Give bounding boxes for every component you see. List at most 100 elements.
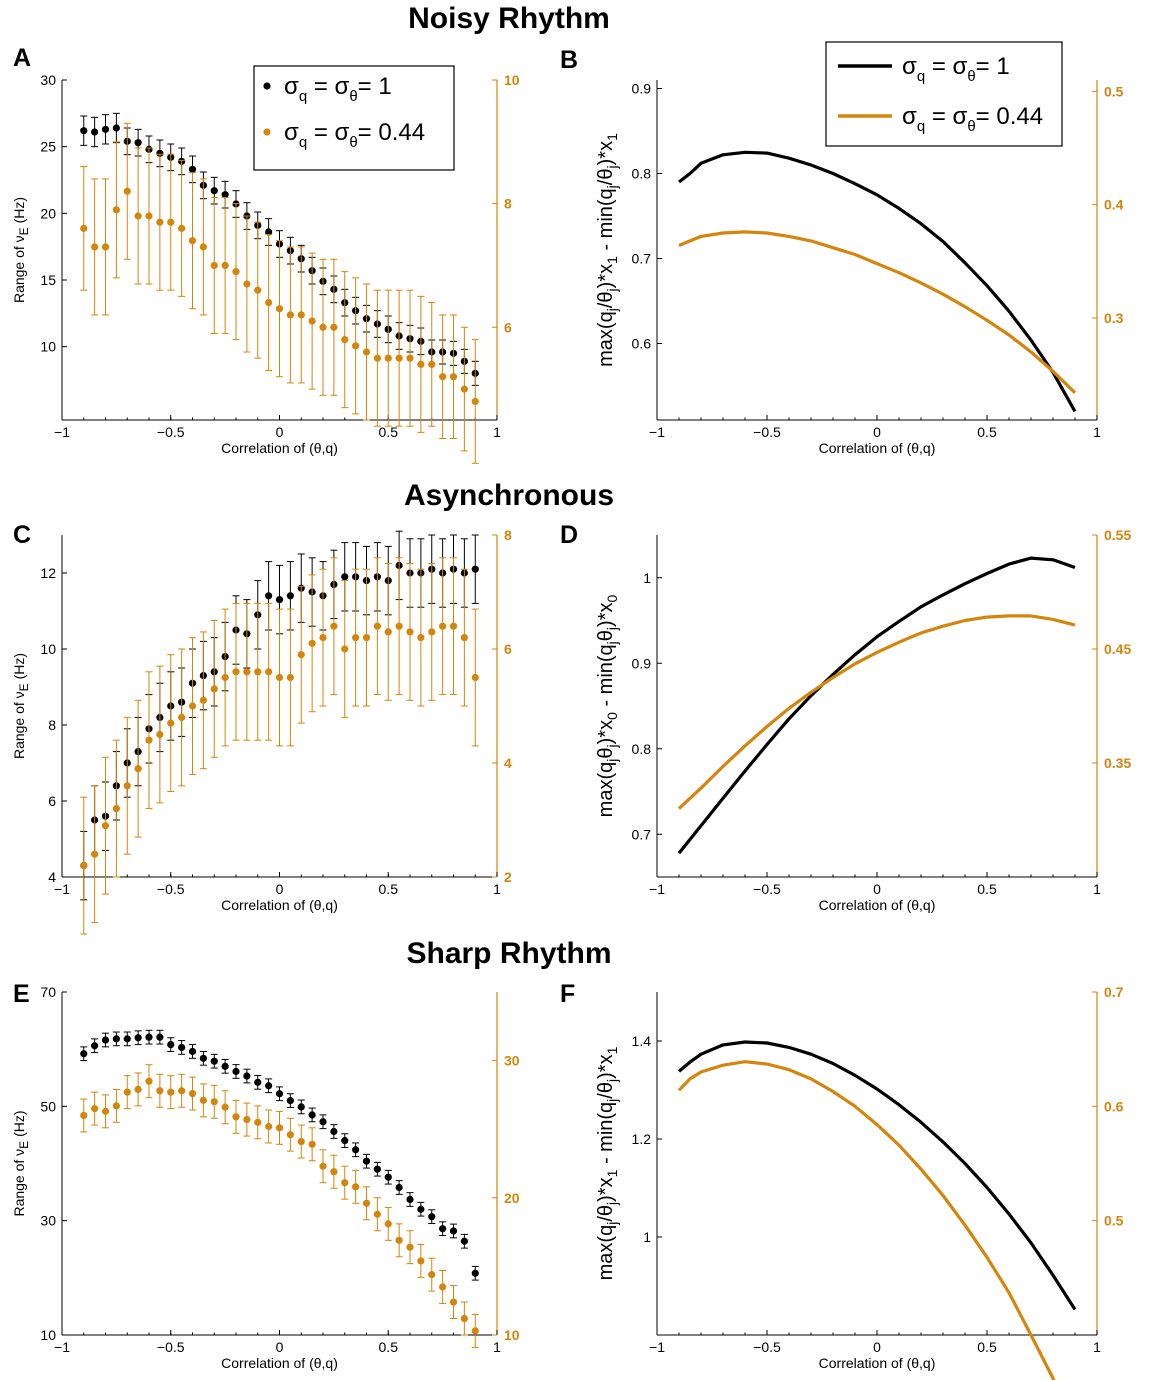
y-tick-label: 50 (40, 1098, 56, 1114)
section-title-async: Asynchronous (404, 479, 614, 512)
x-tick-label: 0.5 (379, 424, 399, 440)
data-point (210, 685, 218, 693)
data-point (254, 286, 262, 294)
x-axis-label: Correlation of (θ,q) (221, 1355, 338, 1371)
data-point (373, 1165, 381, 1173)
data-point (265, 1122, 273, 1131)
data-point (352, 342, 360, 350)
x-tick-label: −0.5 (753, 881, 781, 897)
data-point (330, 1127, 338, 1136)
data-point (188, 702, 197, 710)
x-tick-label: 0 (873, 1339, 881, 1355)
x-tick-label: 1 (493, 881, 501, 897)
x-tick-label: −0.5 (753, 424, 781, 440)
data-point (167, 1088, 175, 1096)
data-point (101, 1036, 110, 1044)
data-point (243, 1072, 251, 1080)
y-axis-label: Range of νE (Hz) (11, 653, 31, 759)
data-point (178, 224, 186, 232)
data-point (134, 212, 142, 220)
data-point (167, 1040, 175, 1049)
data-point (80, 224, 88, 232)
data-point (91, 128, 99, 136)
x-tick-label: −0.5 (157, 424, 185, 440)
data-point (341, 1137, 349, 1145)
y-tick-label: 0.7 (632, 826, 652, 842)
data-point (112, 1102, 120, 1110)
data-point (134, 765, 142, 773)
x-tick-label: 0.5 (379, 881, 399, 897)
data-point (145, 736, 153, 744)
y-tick-label: 0.8 (632, 166, 652, 182)
legend-box (253, 65, 455, 171)
x-axis-label: Correlation of (θ,q) (819, 440, 936, 456)
data-point (417, 1257, 425, 1265)
data-point (254, 1078, 262, 1086)
data-point (265, 228, 273, 236)
x-tick-label: −1 (649, 424, 665, 440)
x-tick-label: 0.5 (977, 881, 997, 897)
data-point (428, 628, 436, 636)
panel-c: −1 −0.5 0 0.5 1 4 6 8 10 12 2 4 6 8 Correlation of (θ,… (11, 527, 512, 935)
data-point (406, 1195, 414, 1204)
data-point (188, 165, 197, 173)
y-tick-label: 1.4 (632, 1033, 652, 1049)
data-point (362, 348, 371, 356)
data-point (428, 1213, 436, 1221)
data-point (91, 850, 99, 858)
data-point (156, 218, 164, 226)
data-point (123, 1035, 131, 1043)
series-orange (678, 230, 1077, 394)
legend-marker-black (263, 82, 271, 90)
series-black (678, 150, 1077, 413)
data-point (112, 124, 120, 132)
data-point (341, 573, 349, 581)
data-point (167, 218, 175, 226)
section-title-noisy: Noisy Rhythm (408, 2, 610, 35)
x-tick-label: −0.5 (753, 1339, 781, 1355)
data-point (395, 354, 403, 362)
x-tick-label: −1 (649, 881, 665, 897)
data-point (254, 668, 262, 676)
series-orange (677, 614, 1076, 810)
data-point (156, 1087, 164, 1095)
y-tick-label: 10 (40, 641, 56, 657)
data-point (341, 1179, 349, 1187)
data-point (199, 696, 207, 704)
data-point (199, 1054, 207, 1062)
data-point (80, 1050, 88, 1058)
y-axis-label: Range of νE (Hz) (11, 197, 31, 303)
legend-label: σq = σθ= 0.44 (284, 119, 425, 151)
x-tick-label: −0.5 (157, 1339, 185, 1355)
data-point (373, 622, 381, 630)
data-point (428, 1271, 436, 1279)
legend-a: σq = σθ= 1 σq = σθ= 0.44 (253, 65, 455, 171)
data-point (341, 645, 349, 653)
data-point (221, 191, 229, 199)
data-point (188, 1089, 197, 1098)
y-axis-label: Range of νE (Hz) (11, 1110, 31, 1216)
panel-label-e: E (13, 980, 30, 1008)
y2-tick-label: 10 (504, 72, 520, 88)
data-point (384, 1173, 392, 1181)
data-point (221, 673, 229, 682)
data-point (145, 1077, 153, 1085)
legend-box (825, 41, 1063, 147)
data-point (275, 673, 284, 682)
data-point (460, 1237, 468, 1245)
y2-tick-label: 0.55 (1104, 527, 1131, 543)
panel-label-a: A (13, 44, 31, 72)
data-point (439, 1283, 447, 1291)
y-tick-label: 6 (48, 793, 56, 809)
y-tick-label: 30 (40, 1213, 56, 1229)
x-tick-label: −1 (649, 1339, 665, 1355)
data-point (123, 782, 131, 790)
y2-tick-label: 0.5 (1104, 83, 1124, 99)
data-point (308, 1111, 316, 1119)
series-black (80, 1029, 479, 1281)
data-point (275, 596, 284, 604)
legend-label: σq = σθ= 0.44 (902, 103, 1043, 135)
